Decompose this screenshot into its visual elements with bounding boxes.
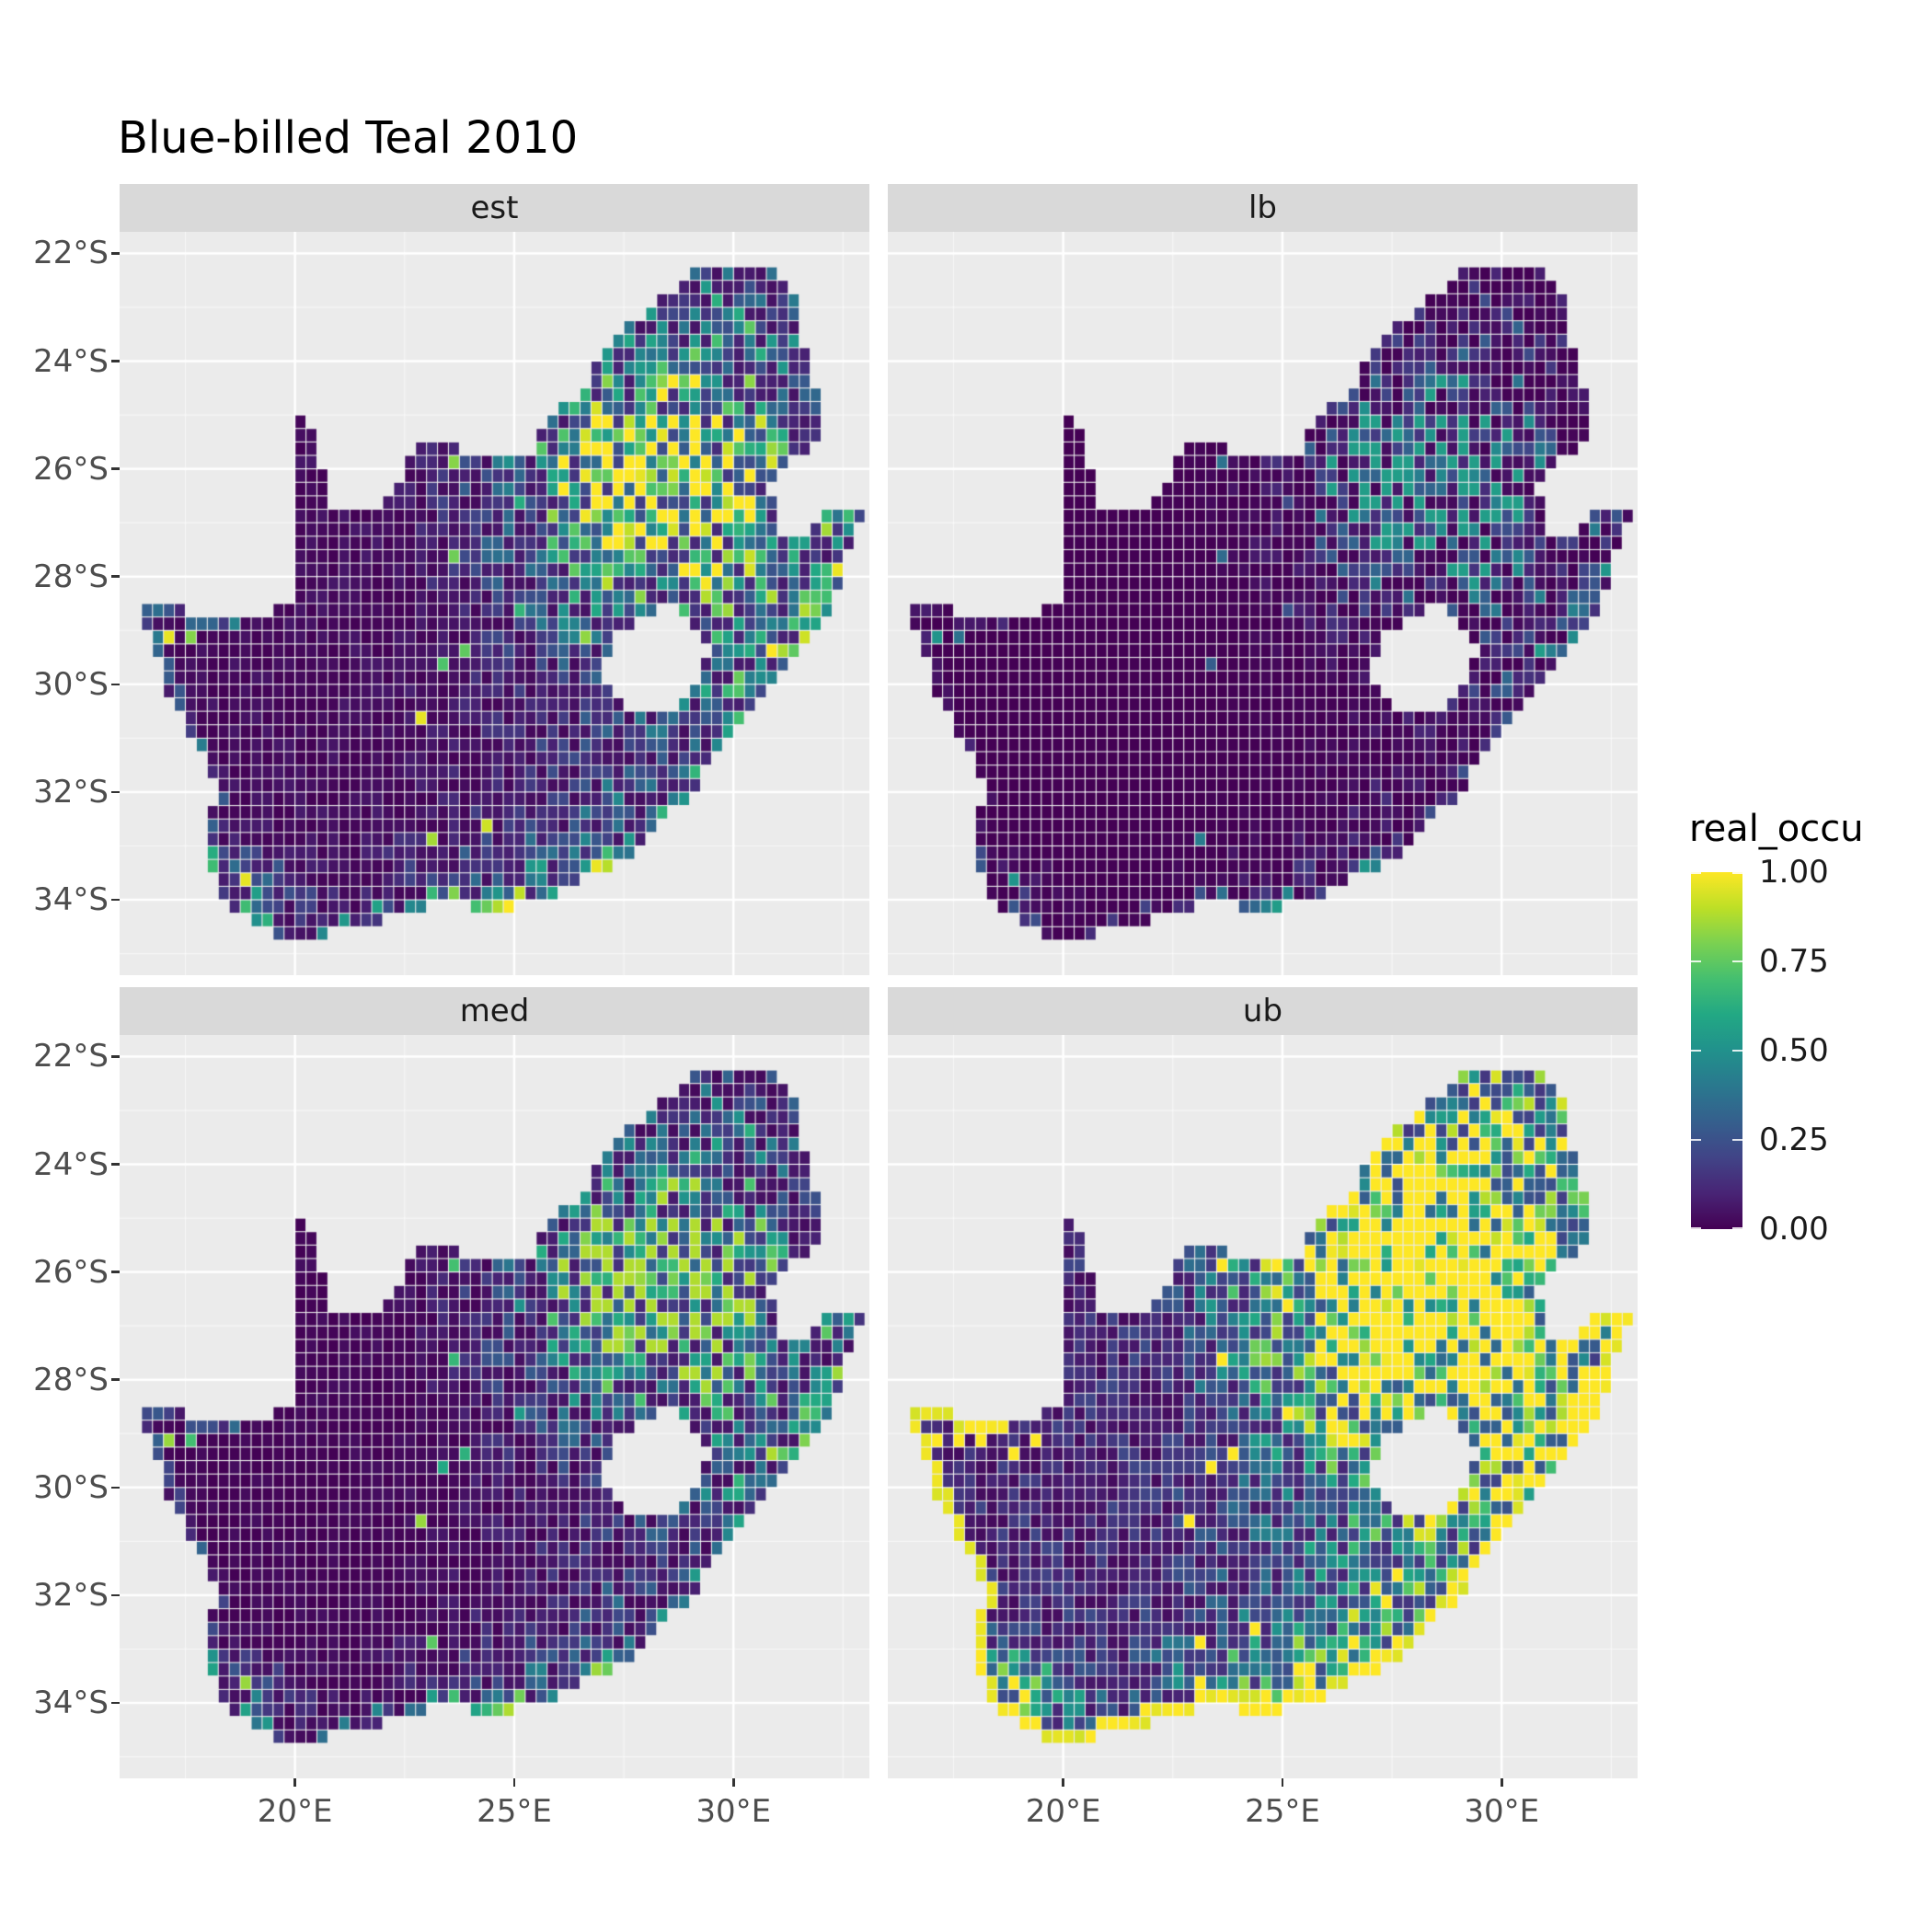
facet-strip-label: lb xyxy=(1248,190,1278,226)
y-axis-tick xyxy=(111,360,120,362)
x-axis-tick xyxy=(512,1778,516,1787)
legend-tick xyxy=(1732,1226,1742,1229)
x-tick-label: 20°E xyxy=(1025,1793,1101,1830)
y-tick-label: 32°S xyxy=(33,773,109,811)
x-axis-tick xyxy=(1281,1778,1284,1787)
x-tick-label: 30°E xyxy=(1464,1793,1540,1830)
legend-title: real_occu xyxy=(1689,808,1864,850)
y-axis-tick xyxy=(111,898,120,902)
legend-tick xyxy=(1732,1049,1742,1052)
legend-tick xyxy=(1691,960,1701,963)
y-tick-label: 24°S xyxy=(33,342,109,380)
y-axis-tick xyxy=(111,790,120,794)
legend-tick xyxy=(1691,1226,1701,1229)
y-tick-label: 30°S xyxy=(33,1468,109,1506)
facet-panel-est xyxy=(120,232,869,975)
facet-strip-lb: lb xyxy=(888,184,1638,232)
y-axis-tick xyxy=(111,467,120,470)
y-axis-tick xyxy=(111,1378,120,1381)
facet-strip-label: ub xyxy=(1242,993,1283,1029)
y-tick-label: 30°S xyxy=(33,665,109,703)
facet-strip-med: med xyxy=(120,987,869,1035)
map-canvas-est xyxy=(120,232,869,975)
facet-strip-label: med xyxy=(459,993,530,1029)
facet-panel-med xyxy=(120,1035,869,1778)
y-axis-tick xyxy=(111,1593,120,1597)
x-axis-tick xyxy=(293,1778,296,1787)
facet-strip-ub: ub xyxy=(888,987,1638,1035)
legend-tick xyxy=(1732,1138,1742,1142)
legend-tick xyxy=(1691,1138,1701,1142)
x-tick-label: 20°E xyxy=(257,1793,333,1830)
plot-title: Blue-billed Teal 2010 xyxy=(118,112,579,164)
y-axis-tick xyxy=(111,1163,120,1166)
y-axis-tick xyxy=(111,1055,120,1058)
legend-label: 0.25 xyxy=(1759,1121,1829,1158)
legend-label: 0.75 xyxy=(1759,943,1829,980)
facet-strip-label: est xyxy=(470,190,519,226)
y-tick-label: 22°S xyxy=(33,1038,109,1075)
legend-tick xyxy=(1732,960,1742,963)
y-axis-tick xyxy=(111,1271,120,1273)
legend-label: 0.50 xyxy=(1759,1032,1829,1069)
y-tick-label: 26°S xyxy=(33,1253,109,1291)
facet-strip-est: est xyxy=(120,184,869,232)
x-axis-tick xyxy=(1501,1778,1503,1787)
y-axis-tick xyxy=(111,1701,120,1705)
legend-label: 0.00 xyxy=(1759,1211,1829,1248)
legend-tick xyxy=(1691,1049,1701,1052)
y-axis-tick xyxy=(111,1486,120,1489)
x-axis-tick xyxy=(1062,1778,1064,1787)
y-axis-tick xyxy=(111,683,120,686)
legend: real_occu 1.00 0.75 0.50 0.25 0.00 xyxy=(1685,808,1932,1323)
legend-tick xyxy=(1732,872,1742,875)
x-tick-label: 25°E xyxy=(477,1793,552,1830)
facet-panel-ub xyxy=(888,1035,1638,1778)
map-canvas-lb xyxy=(888,232,1638,975)
y-tick-label: 32°S xyxy=(33,1576,109,1614)
y-axis-tick xyxy=(111,575,120,578)
x-tick-label: 25°E xyxy=(1245,1793,1320,1830)
y-tick-label: 28°S xyxy=(33,558,109,595)
y-tick-label: 34°S xyxy=(33,1685,109,1722)
facet-panel-lb xyxy=(888,232,1638,975)
map-canvas-med xyxy=(120,1035,869,1778)
x-axis-tick xyxy=(732,1778,735,1787)
y-tick-label: 28°S xyxy=(33,1361,109,1398)
x-tick-label: 30°E xyxy=(696,1793,772,1830)
y-tick-label: 26°S xyxy=(33,450,109,488)
y-tick-label: 24°S xyxy=(33,1145,109,1183)
y-tick-label: 34°S xyxy=(33,881,109,919)
y-tick-label: 22°S xyxy=(33,235,109,272)
legend-tick xyxy=(1691,872,1701,875)
legend-label: 1.00 xyxy=(1759,854,1829,891)
y-axis-tick xyxy=(111,252,120,255)
map-canvas-ub xyxy=(888,1035,1638,1778)
